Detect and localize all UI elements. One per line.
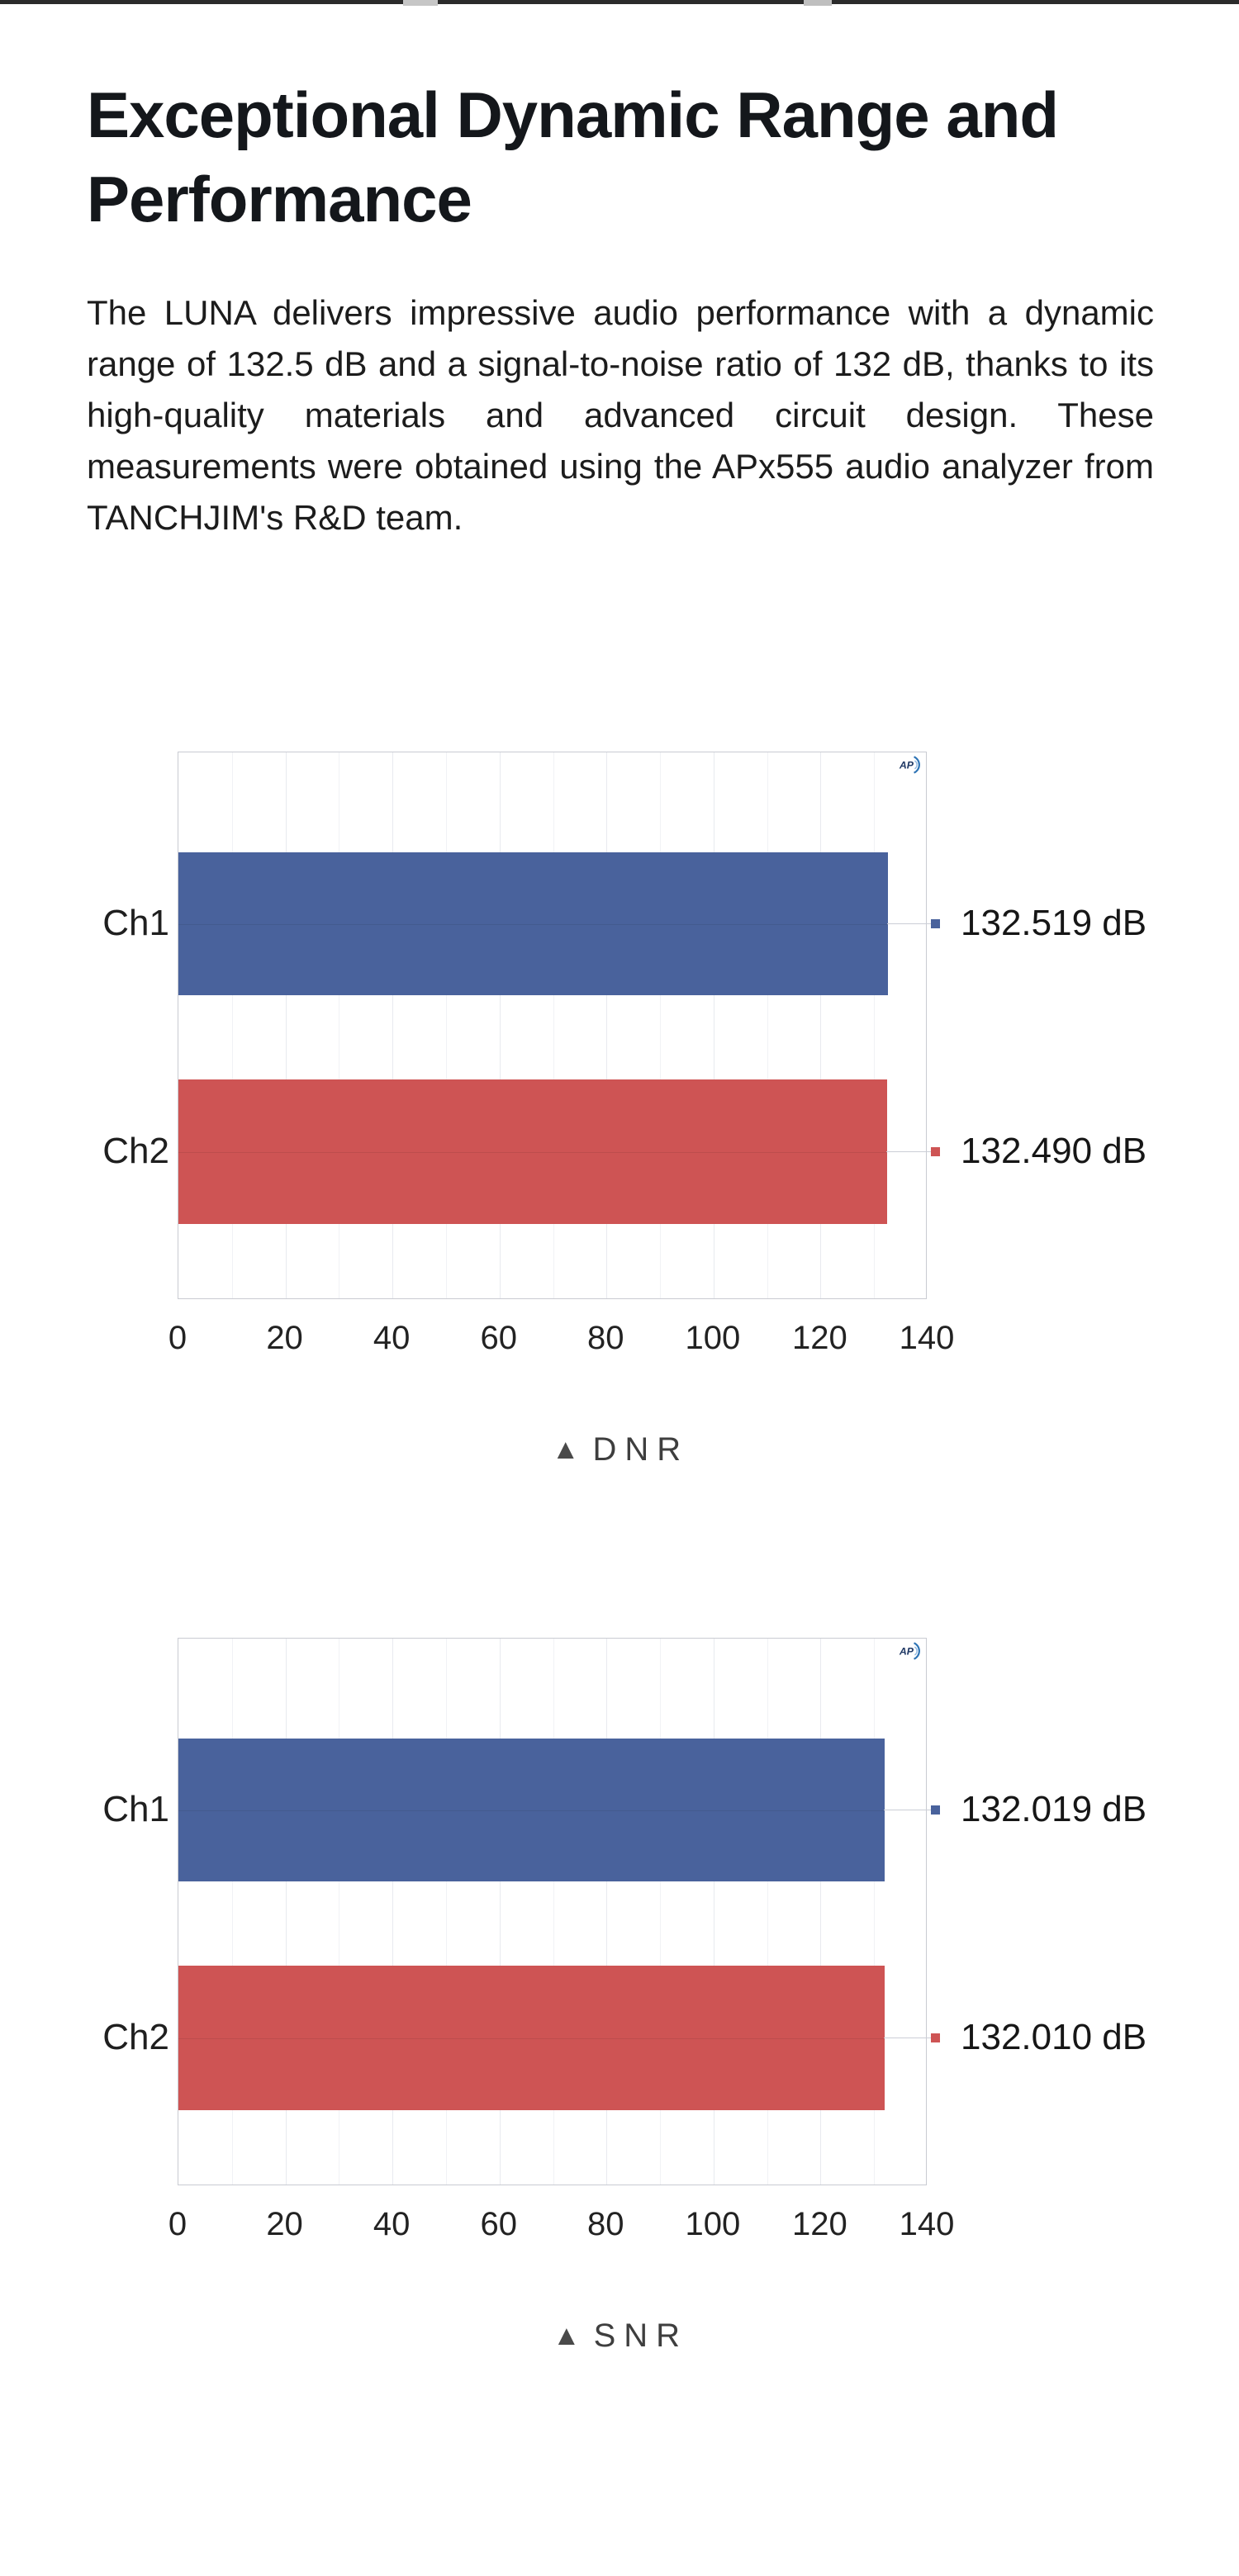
grid-line <box>874 1639 876 2185</box>
top-edge-segment <box>403 0 438 6</box>
grid-line <box>874 752 876 1298</box>
x-tick-label: 20 <box>266 1320 303 1356</box>
x-tick-label: 60 <box>480 2206 517 2242</box>
category-label-ch2: Ch2 <box>102 1130 169 1171</box>
body-paragraph: The LUNA delivers impressive audio perfo… <box>87 293 1154 537</box>
grid-line <box>820 1639 822 2185</box>
triangle-marker-icon: ▲ <box>551 1434 580 1465</box>
value-label-ch2: 132.490 dB <box>961 1130 1147 1171</box>
chart-title: DNR <box>592 1430 690 1468</box>
dnr-plot-area <box>178 752 927 1299</box>
grid-line <box>660 1639 662 2185</box>
x-tick-label: 40 <box>373 1320 411 1356</box>
x-tick-label: 0 <box>168 1320 188 1356</box>
dnr-chart: Ch1 132.519 dB Ch2 132.490 dB 0 20 40 60 80 100 12… <box>0 752 1239 1478</box>
grid-line <box>553 752 554 1298</box>
grid-line <box>553 1639 554 2185</box>
value-marker <box>931 2033 940 2042</box>
x-tick-label: 100 <box>685 1320 741 1356</box>
grid-line <box>499 752 501 1298</box>
grid-line <box>231 752 233 1298</box>
x-tick-label: 80 <box>587 1320 624 1356</box>
x-tick-label: 100 <box>685 2206 741 2242</box>
ap-logo-icon: AP <box>899 1641 923 1661</box>
grid-line <box>285 752 287 1298</box>
x-tick-label: 140 <box>899 2206 955 2242</box>
top-edge-segment <box>804 0 832 6</box>
ap-logo-icon: AP <box>899 755 923 775</box>
x-tick-label: 0 <box>168 2206 188 2242</box>
value-marker <box>931 918 940 928</box>
bar-ch1 <box>178 852 888 995</box>
grid-line <box>445 752 447 1298</box>
grid-line <box>392 1639 394 2185</box>
snr-plot-area <box>178 1638 927 2185</box>
value-label-ch2: 132.010 dB <box>961 2016 1147 2057</box>
category-label-ch2: Ch2 <box>102 2016 169 2057</box>
leader-line <box>886 1150 931 1152</box>
x-tick-label: 40 <box>373 2206 411 2242</box>
value-label-ch1: 132.019 dB <box>961 1788 1147 1829</box>
grid-line <box>660 752 662 1298</box>
snr-chart: Ch1 132.019 dB Ch2 132.010 dB 0 20 40 60 80 100 12… <box>0 1638 1239 2365</box>
category-label-ch1: Ch1 <box>102 902 169 943</box>
chart-title: SNR <box>593 2317 689 2354</box>
bar-ch2 <box>178 1079 888 1224</box>
svg-text:AP: AP <box>899 759 914 771</box>
value-marker <box>931 1146 940 1156</box>
leader-line <box>886 923 931 924</box>
x-tick-label: 20 <box>266 2206 303 2242</box>
x-tick-label: 120 <box>792 2206 847 2242</box>
top-edge-strip <box>0 0 1239 6</box>
chart-caption: ▲ SNR <box>178 2313 1063 2358</box>
bar-ch2 <box>178 1966 885 2110</box>
grid-line <box>499 1639 501 2185</box>
category-label-ch1: Ch1 <box>102 1788 169 1829</box>
x-tick-label: 60 <box>480 1320 517 1356</box>
grid-line <box>285 1639 287 2185</box>
x-tick-label: 120 <box>792 1320 847 1356</box>
chart-caption: ▲ DNR <box>178 1427 1063 1472</box>
grid-line <box>820 752 822 1298</box>
grid-line <box>606 1639 608 2185</box>
page-title: Exceptional Dynamic Range and Performanc… <box>87 78 1059 235</box>
grid-line <box>445 1639 447 2185</box>
grid-line <box>606 752 608 1298</box>
x-tick-label: 140 <box>899 1320 955 1356</box>
grid-line <box>767 1639 768 2185</box>
grid-line <box>231 1639 233 2185</box>
bar-ch1 <box>178 1739 885 1881</box>
triangle-marker-icon: ▲ <box>552 2320 581 2351</box>
grid-line <box>767 752 768 1298</box>
x-tick-label: 80 <box>587 2206 624 2242</box>
value-marker <box>931 1805 940 1815</box>
svg-text:AP: AP <box>899 1645 914 1657</box>
grid-line <box>392 752 394 1298</box>
value-label-ch1: 132.519 dB <box>961 902 1147 943</box>
